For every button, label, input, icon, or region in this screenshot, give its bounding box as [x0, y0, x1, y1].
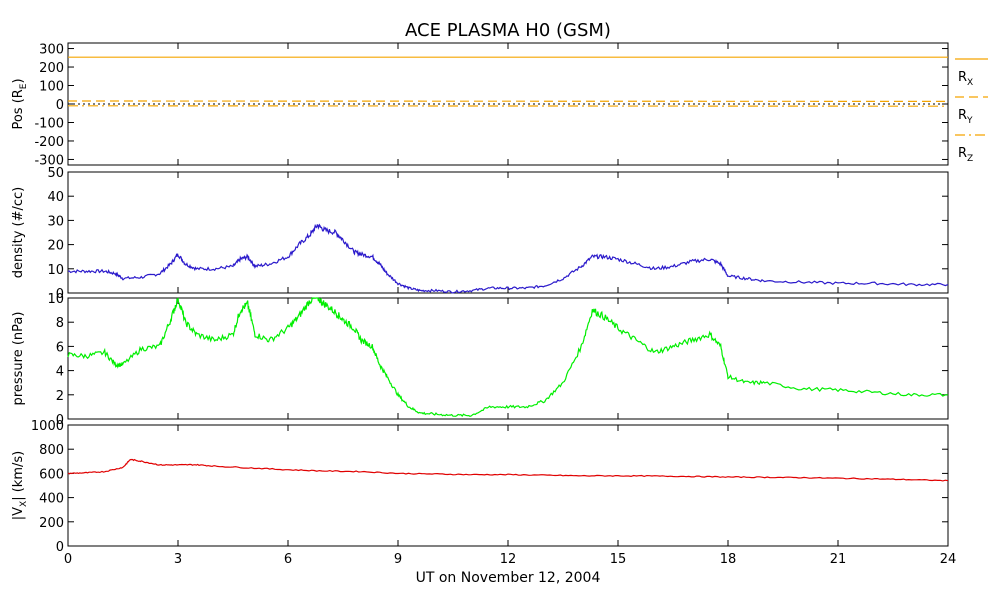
y-axis-label-text: Pos (R	[11, 89, 26, 129]
y-axis-label-suffix: )	[11, 78, 26, 83]
y-tick-label: 8	[56, 316, 64, 331]
legend-label-subscript: Y	[966, 116, 973, 126]
legend-label-text: R	[958, 146, 967, 161]
y-tick-label: 100	[39, 80, 64, 95]
y-tick-label: 0	[56, 98, 64, 113]
x-tick-label: 12	[500, 552, 517, 567]
y-tick-label: 800	[39, 443, 64, 458]
legend-label-text: R	[958, 108, 967, 123]
y-axis-label-text: density (#/cc)	[11, 187, 26, 279]
x-tick-label: 15	[610, 552, 627, 567]
y-tick-label: 400	[39, 492, 64, 507]
series-line-density-0	[67, 223, 949, 294]
y-tick-label: 0	[56, 287, 64, 302]
y-axis-label-velocity: |VX| (km/s)	[11, 451, 29, 520]
y-tick-label: 200	[39, 516, 64, 531]
legend-label-subscript: X	[967, 78, 973, 88]
y-tick-label: 50	[47, 166, 64, 181]
y-tick-label: 10	[47, 292, 64, 307]
y-axis-label-subscript: E	[19, 83, 29, 89]
legend-label: RZ	[958, 146, 973, 164]
legend-label: RY	[958, 108, 973, 126]
y-tick-label: 40	[47, 190, 64, 205]
x-tick-label: 24	[940, 552, 957, 567]
y-tick-label: 4	[56, 365, 64, 380]
x-tick-label: 18	[720, 552, 737, 567]
x-tick-label: 3	[174, 552, 182, 567]
y-tick-label: 6	[56, 340, 64, 355]
y-tick-label: 30	[47, 214, 64, 229]
panel-density: 50 40 30 20 10 0 density (#/cc)	[11, 166, 949, 302]
y-axis-label-position: Pos (RE)	[11, 78, 29, 129]
y-axis-label-subscript: X	[19, 501, 29, 507]
y-tick-label: 10	[47, 263, 64, 278]
y-axis-label-pressure: pressure (nPa)	[11, 312, 26, 406]
panel-velocity: 1000 800 600 400 200 00 3 6 9 12 15 18 21 24 |VX| (km/…	[11, 419, 956, 567]
y-tick-label: 0	[56, 540, 64, 555]
y-tick-label: 20	[47, 239, 64, 254]
y-tick-label: 300	[39, 43, 64, 58]
series-line-pressure-0	[67, 296, 949, 418]
plot-frame-pressure	[67, 297, 949, 420]
x-axis-label: UT on November 12, 2004	[416, 570, 601, 586]
x-tick-label: 21	[830, 552, 847, 567]
y-tick-label: 0	[56, 413, 64, 428]
legend-label-subscript: Z	[967, 154, 973, 164]
y-tick-label: -100	[34, 116, 64, 131]
panel-pressure: 10 8 6 4 2 0 pressure (nPa)	[11, 292, 949, 428]
x-tick-label: 0	[64, 552, 72, 567]
y-axis-label-text: pressure (nPa)	[11, 312, 26, 406]
y-tick-label: 2	[56, 389, 64, 404]
plot-frame-velocity	[67, 424, 949, 547]
y-tick-label: 1000	[31, 419, 64, 434]
y-axis-label-suffix: | (km/s)	[11, 451, 26, 501]
y-tick-label: 600	[39, 467, 64, 482]
x-tick-label: 6	[284, 552, 292, 567]
y-axis-label-text: |V	[11, 507, 26, 520]
y-tick-label: 200	[39, 61, 64, 76]
y-tick-label: -200	[34, 135, 64, 150]
x-tick-label: 9	[394, 552, 402, 567]
y-tick-label: -300	[34, 153, 64, 168]
chart-title: ACE PLASMA H0 (GSM)	[405, 20, 611, 41]
series-line-velocity-0	[67, 458, 949, 482]
legend-label: RX	[958, 70, 973, 88]
plot-frame-density	[67, 171, 949, 294]
y-axis-label-density: density (#/cc)	[11, 187, 26, 279]
legend-label-text: R	[958, 70, 967, 85]
